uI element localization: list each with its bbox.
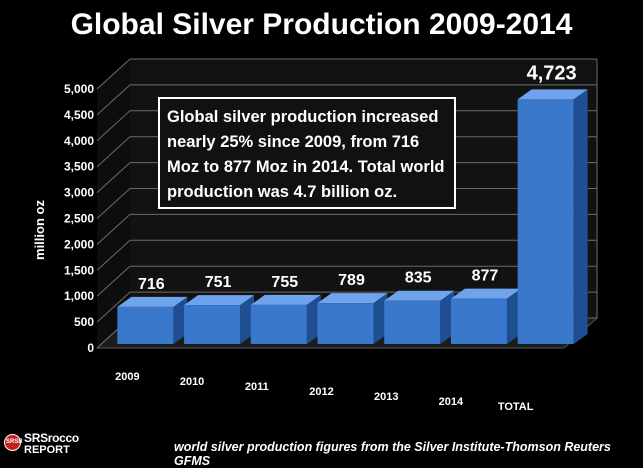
data-label: 755: [271, 274, 298, 291]
y-tick-label: 4,500: [64, 108, 94, 122]
gridline-side: [96, 188, 131, 219]
bar-top: [250, 294, 321, 305]
bar-top: [317, 293, 388, 304]
bar-side: [373, 293, 388, 344]
bar-side: [240, 295, 255, 344]
y-tick-label: 4,000: [64, 134, 94, 148]
bar: [184, 305, 241, 344]
gridline-side: [96, 58, 131, 90]
y-tick-label: 2,500: [64, 212, 94, 226]
x-tick-label: 2012: [309, 386, 333, 398]
y-tick-label: 1,500: [64, 263, 94, 277]
y-tick-label: 3,500: [64, 160, 94, 174]
bar: [450, 298, 507, 344]
data-label: 716: [138, 276, 165, 293]
data-label: 4,723: [527, 62, 577, 84]
bar-top: [450, 288, 521, 299]
y-axis-label: million oz: [32, 200, 47, 260]
logo-badge-icon: SRSR: [4, 434, 23, 451]
x-tick-label: 2010: [180, 376, 204, 388]
bar-top: [517, 89, 588, 100]
bar-side: [440, 290, 455, 344]
y-tick-label: 2,000: [64, 237, 94, 251]
bar-side: [306, 294, 321, 344]
gridline-side: [96, 162, 131, 193]
x-tick-label: 2013: [374, 391, 398, 403]
gridline-side: [96, 291, 131, 323]
y-tick-label: 5,000: [64, 82, 94, 96]
source-note: world silver production figures from the…: [174, 440, 611, 468]
logo-text-top: SRSrocco: [24, 431, 79, 445]
data-label: 877: [472, 268, 499, 285]
bar-side: [506, 288, 521, 344]
data-label: 751: [205, 274, 232, 291]
y-tick-label: 500: [74, 315, 94, 329]
gridline-side: [96, 136, 131, 168]
y-tick-label: 3,000: [64, 186, 94, 200]
bar-side: [173, 296, 188, 344]
gridline-side: [96, 84, 131, 116]
bar: [117, 306, 174, 344]
bar-side: [573, 89, 588, 344]
gridline-side: [96, 214, 131, 245]
bar-top: [384, 290, 455, 301]
gridline-side: [96, 110, 131, 142]
x-tick-label: 2009: [115, 371, 139, 383]
y-tick-label: 1,000: [64, 289, 94, 303]
data-label: 789: [338, 272, 365, 289]
bar: [517, 99, 574, 344]
annotation-callout: Global silver production increased nearl…: [158, 97, 456, 209]
gridline-side: [96, 239, 131, 271]
bar: [250, 304, 307, 344]
y-tick-label: 0: [87, 341, 94, 355]
bar-top: [117, 296, 188, 307]
x-tick-label: TOTAL: [498, 401, 534, 413]
bar: [317, 303, 374, 344]
chart-title: Global Silver Production 2009-2014: [70, 8, 573, 41]
srsrocco-report-logo: SRSR SRSrocco REPORT: [4, 431, 79, 458]
bar: [384, 300, 441, 344]
bar-top: [184, 295, 255, 306]
x-tick-label: 2011: [245, 381, 269, 393]
data-label: 835: [405, 270, 432, 287]
x-tick-label: 2014: [439, 396, 464, 408]
logo-text-bottom: REPORT: [24, 444, 70, 456]
gridline-side: [96, 265, 131, 297]
logo-badge-text: SRSR: [6, 439, 23, 445]
